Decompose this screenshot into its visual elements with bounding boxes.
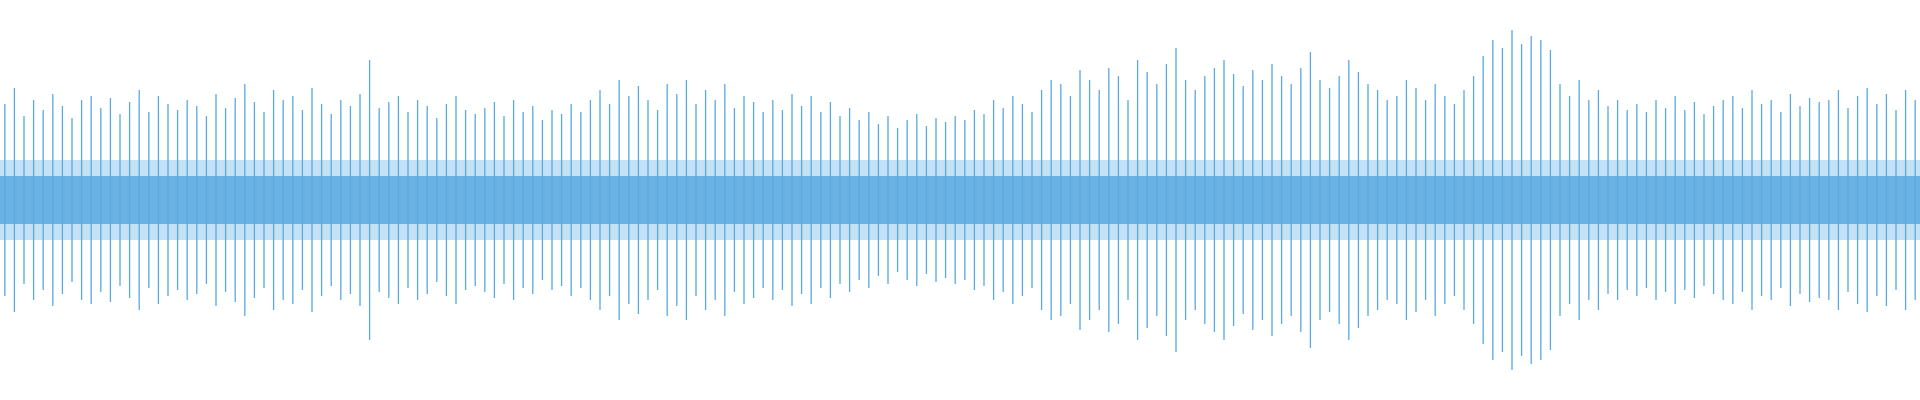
waveform-body (0, 160, 1920, 240)
waveform-core (0, 176, 1920, 224)
